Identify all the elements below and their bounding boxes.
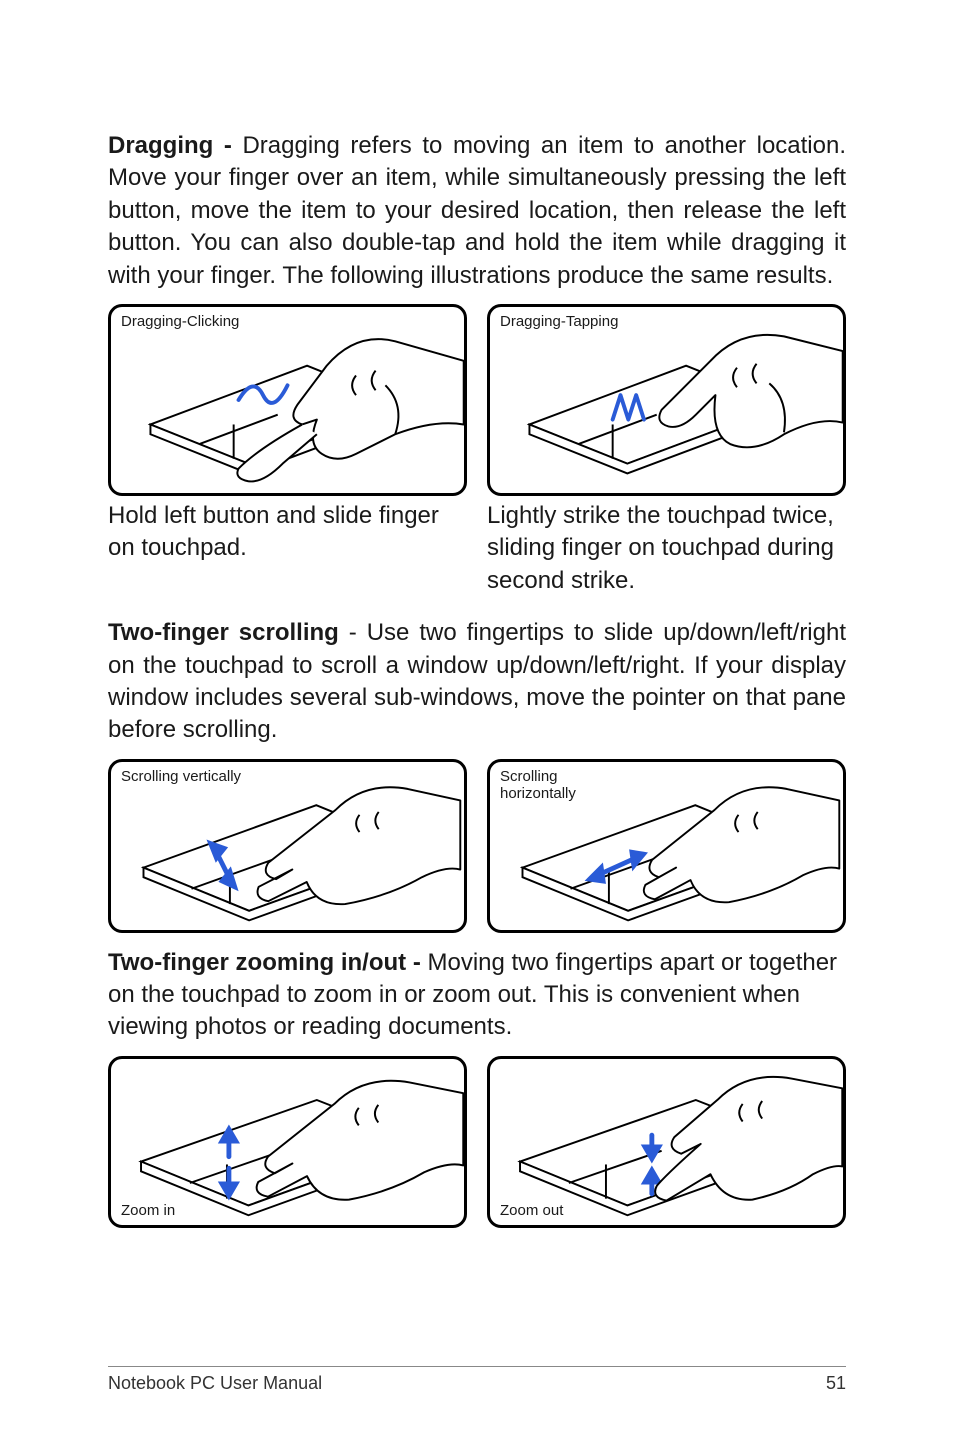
dragging-tapping-caption: Lightly strike the touchpad twice, slidi… bbox=[487, 500, 846, 597]
zoom-out-column: Zoom out bbox=[487, 1056, 846, 1228]
scrolling-vertical-figure: Scrolling vertically bbox=[108, 759, 467, 933]
dragging-tapping-label: Dragging-Tapping bbox=[500, 313, 618, 330]
scrolling-horizontal-label-line2: horizontally bbox=[500, 785, 576, 802]
scrolling-vertical-column: Scrolling vertically bbox=[108, 759, 467, 933]
page-footer: Notebook PC User Manual 51 bbox=[108, 1366, 846, 1394]
scrolling-paragraph: Two-finger scrolling - Use two fingertip… bbox=[108, 617, 846, 747]
dragging-clicking-illustration bbox=[111, 307, 464, 493]
zoom-heading: Two-finger zooming in/out - bbox=[108, 949, 428, 976]
zoom-out-illustration bbox=[490, 1059, 843, 1225]
zoom-out-figure: Zoom out bbox=[487, 1056, 846, 1228]
scrolling-horizontal-label: Scrolling horizontally bbox=[500, 768, 576, 803]
dragging-tapping-illustration bbox=[490, 307, 843, 493]
zoom-paragraph: Two-finger zooming in/out - Moving two f… bbox=[108, 947, 846, 1044]
zoom-in-figure: Zoom in bbox=[108, 1056, 467, 1228]
scrolling-heading: Two-finger scrolling bbox=[108, 619, 339, 646]
footer-manual-title: Notebook PC User Manual bbox=[108, 1373, 322, 1394]
zoom-in-illustration bbox=[111, 1059, 464, 1225]
dragging-tapping-figure: Dragging-Tapping bbox=[487, 304, 846, 496]
dragging-figure-row: Dragging-Clicking bbox=[108, 304, 846, 597]
zoom-in-column: Zoom in bbox=[108, 1056, 467, 1228]
dragging-clicking-label: Dragging-Clicking bbox=[121, 313, 239, 330]
scrolling-vertical-illustration bbox=[111, 762, 464, 930]
scrolling-vertical-label: Scrolling vertically bbox=[121, 768, 241, 785]
dragging-paragraph: Dragging - Dragging refers to moving an … bbox=[108, 130, 846, 292]
scrolling-horizontal-label-line1: Scrolling bbox=[500, 768, 558, 785]
zoom-out-label: Zoom out bbox=[500, 1202, 563, 1219]
scrolling-figure-row: Scrolling vertically bbox=[108, 759, 846, 933]
dragging-clicking-figure: Dragging-Clicking bbox=[108, 304, 467, 496]
dragging-clicking-caption: Hold left button and slide finger on tou… bbox=[108, 500, 467, 565]
scrolling-horizontal-column: Scrolling horizontally bbox=[487, 759, 846, 933]
zoom-in-label: Zoom in bbox=[121, 1202, 175, 1219]
zoom-figure-row: Zoom in bbox=[108, 1056, 846, 1228]
dragging-clicking-column: Dragging-Clicking bbox=[108, 304, 467, 597]
scrolling-horizontal-figure: Scrolling horizontally bbox=[487, 759, 846, 933]
dragging-tapping-column: Dragging-Tapping Lightly s bbox=[487, 304, 846, 597]
footer-page-number: 51 bbox=[826, 1373, 846, 1394]
dragging-heading: Dragging - bbox=[108, 132, 242, 159]
